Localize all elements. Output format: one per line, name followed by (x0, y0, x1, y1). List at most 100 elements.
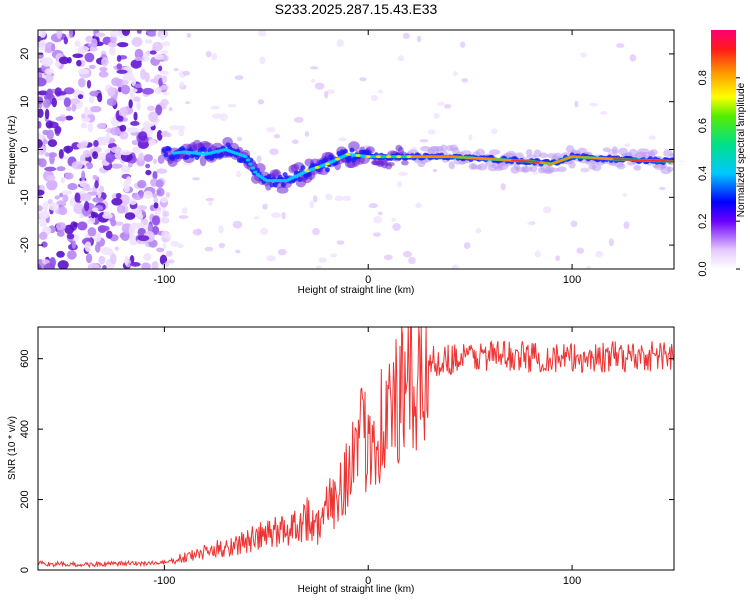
noise-blob (131, 140, 138, 146)
noise-blob (56, 30, 63, 40)
noise-blob (370, 94, 379, 102)
track-core (202, 147, 208, 153)
track-core (297, 177, 303, 183)
noise-blob (86, 79, 92, 89)
noise-blob (71, 240, 77, 249)
noise-blob (145, 169, 152, 176)
noise-blob (148, 111, 159, 123)
noise-blob (318, 257, 328, 263)
y-tick-label: 0 (19, 567, 31, 573)
noise-blob (92, 174, 98, 180)
noise-blob (169, 125, 179, 131)
track-halo (488, 149, 501, 156)
noise-blob (152, 193, 158, 198)
noise-blob (453, 71, 459, 77)
snr-y-label: SNR (10 * v/v) (7, 416, 18, 480)
noise-blob (152, 41, 163, 52)
noise-blob (416, 35, 422, 43)
noise-blob (336, 240, 345, 245)
track-nodule (396, 155, 402, 159)
noise-blob (402, 251, 413, 258)
colorbar-tick-label: 0.4 (697, 166, 709, 181)
noise-blob (127, 162, 133, 168)
noise-blob (432, 168, 438, 173)
noise-blob (162, 242, 167, 249)
noise-blob (415, 202, 422, 208)
noise-blob (85, 35, 93, 43)
noise-blob (123, 165, 131, 173)
noise-blob (256, 155, 262, 164)
track-halo (557, 166, 567, 173)
x-tick-label: -100 (153, 274, 175, 286)
noise-blob (658, 186, 666, 191)
noise-blob (227, 103, 237, 108)
noise-blob (41, 259, 50, 265)
track-halo (477, 163, 488, 171)
noise-blob (253, 216, 259, 220)
noise-blob (38, 184, 41, 190)
track-core (324, 167, 330, 173)
noise-blob (45, 120, 53, 129)
noise-blob (87, 42, 97, 48)
noise-blob (140, 68, 147, 80)
noise-blob (124, 255, 129, 266)
track-halo (602, 147, 611, 153)
noise-blob (56, 166, 66, 172)
noise-blob (266, 255, 276, 262)
x-tick-label: 100 (563, 575, 581, 587)
noise-blob (408, 256, 416, 265)
noise-blob (145, 163, 151, 169)
noise-blob (629, 54, 637, 62)
noise-blob (121, 30, 131, 37)
noise-blob (128, 99, 133, 109)
noise-blob (534, 250, 541, 258)
noise-blob (38, 210, 50, 219)
noise-blob (44, 68, 54, 75)
noise-blob (555, 255, 561, 262)
noise-blob (134, 48, 144, 60)
noise-blob (475, 227, 482, 234)
noise-blob (153, 202, 159, 209)
noise-blob (157, 154, 165, 164)
track-core (307, 171, 313, 177)
noise-blob (219, 113, 228, 121)
track-core (248, 157, 254, 163)
noise-blob (76, 59, 82, 67)
noise-blob (63, 97, 71, 108)
noise-blob (160, 33, 165, 41)
noise-blob (102, 265, 107, 269)
noise-blob (39, 231, 48, 240)
noise-blob (161, 130, 170, 138)
noise-blob (137, 235, 150, 242)
noise-blob (126, 127, 139, 133)
noise-blob (51, 43, 56, 52)
noise-blob (87, 123, 94, 133)
colorbar: 0.0 0.2 0.4 0.6 0.8 Normalized spectral ampl… (697, 30, 747, 277)
noise-blob (54, 125, 62, 134)
track-inner (245, 158, 251, 162)
noise-blob (205, 197, 215, 202)
track-core (218, 152, 224, 158)
noise-blob (232, 220, 243, 229)
noise-blob (312, 227, 320, 236)
noise-blob (74, 192, 81, 203)
noise-blob (101, 246, 112, 256)
noise-blob (160, 197, 168, 204)
noise-blob (309, 200, 314, 209)
noise-blob (100, 136, 109, 146)
noise-blob (101, 159, 107, 166)
noise-blob (262, 203, 268, 210)
noise-blob (324, 91, 329, 99)
noise-blob (156, 129, 163, 141)
noise-blob (574, 100, 579, 108)
noise-blob (154, 53, 165, 60)
track-halo (649, 149, 658, 156)
track-core (174, 154, 180, 160)
track-nodule (304, 169, 310, 173)
noise-blob (143, 154, 153, 162)
noise-blob (608, 238, 615, 247)
noise-blob (88, 95, 95, 104)
noise-blob (326, 89, 336, 94)
noise-blob (257, 99, 264, 105)
x-tick-label: -100 (153, 575, 175, 587)
